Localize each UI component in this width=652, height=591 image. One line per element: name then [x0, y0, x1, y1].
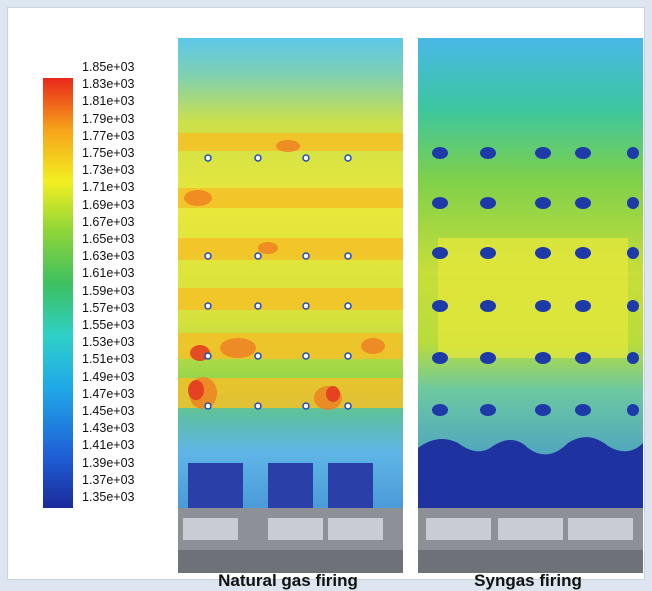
- colorbar-tick-label: 1.35e+03: [82, 490, 135, 504]
- syngas-temperature-map: [418, 38, 643, 573]
- colorbar-tick-label: 1.37e+03: [82, 472, 135, 487]
- colorbar-tick-label: 1.49e+03: [82, 369, 135, 384]
- colorbar-tick-label: 1.71e+03: [82, 180, 135, 195]
- colorbar-tick-label: 1.43e+03: [82, 421, 135, 436]
- colorbar-tick-label: 1.83e+03: [82, 77, 135, 92]
- colorbar-tick-label: 1.45e+03: [82, 404, 135, 418]
- colorbar-tick-label: 1.41e+03: [82, 438, 135, 453]
- caption-natural-gas: Natural gas firing: [218, 571, 358, 590]
- colorbar-tick-label: 1.73e+03: [82, 163, 135, 178]
- colorbar-tick-label: 1.63e+03: [82, 249, 135, 264]
- colorbar-tick-label: 1.79e+03: [82, 111, 135, 126]
- colorbar-tick-label: 1.53e+03: [82, 335, 135, 350]
- colorbar-tick-label: 1.59e+03: [82, 283, 135, 298]
- colorbar-tick-label: 1.65e+03: [82, 232, 135, 246]
- colorbar-tick-label: 1.55e+03: [82, 318, 135, 332]
- colorbar-tick-label: 1.39e+03: [82, 455, 135, 470]
- colorbar-tick-label: 1.67e+03: [82, 214, 135, 229]
- colorbar-tick-label: 1.57e+03: [82, 300, 135, 315]
- figure-frame: 1.85e+03 1.83e+03 1.81e+03 1.79e+03 1.77e+03…: [7, 7, 645, 590]
- colorbar-tick-label: 1.51e+03: [82, 352, 135, 367]
- colorbar-tick-labels: 1.85e+03 1.83e+03 1.81e+03 1.79e+03 1.77e+03…: [82, 61, 182, 506]
- natural-gas-temperature-map: [178, 38, 403, 573]
- colorbar-tick-label: 1.75e+03: [82, 146, 135, 160]
- colorbar-tick-label: 1.85e+03: [82, 60, 135, 74]
- colorbar: [43, 78, 73, 508]
- colorbar-tick-label: 1.81e+03: [82, 94, 135, 109]
- colorbar-tick-label: 1.47e+03: [82, 386, 135, 401]
- caption-syngas: Syngas firing: [474, 571, 582, 590]
- colorbar-tick-label: 1.77e+03: [82, 128, 135, 143]
- colorbar-tick-label: 1.61e+03: [82, 266, 135, 281]
- colorbar-tick-label: 1.69e+03: [82, 197, 135, 212]
